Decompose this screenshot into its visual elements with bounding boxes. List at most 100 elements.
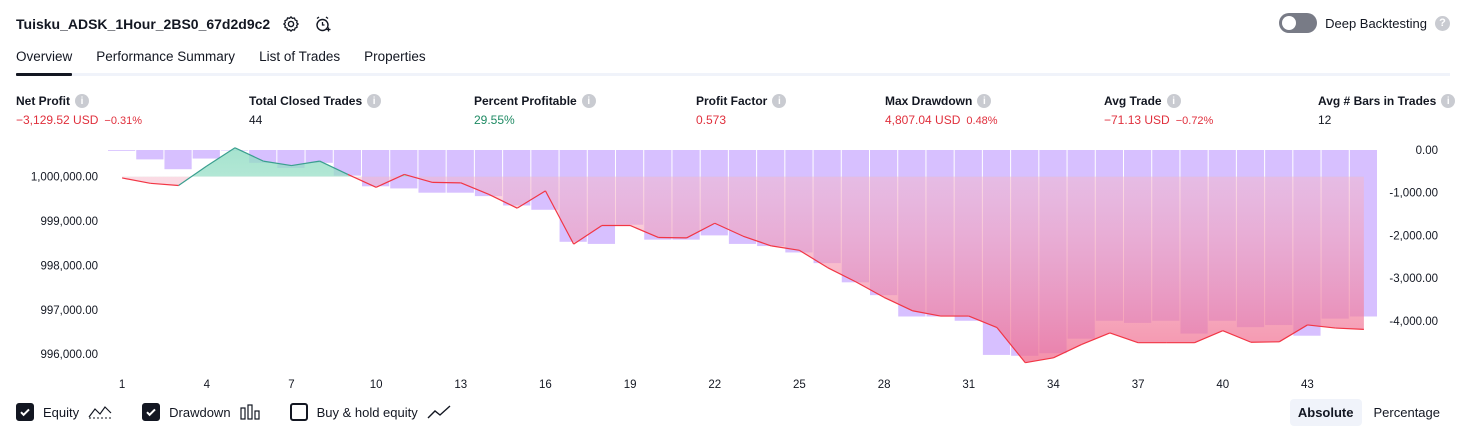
metric-label: Max Drawdown (885, 94, 973, 108)
x-axis: 1 4 7 10 13 16 19 22 25 28 31 34 37 40 43 (119, 379, 1314, 391)
equity-line-segment (234, 147, 264, 162)
equity-line-segment (1081, 332, 1111, 346)
x-tick-label: 10 (370, 379, 383, 391)
x-tick-label: 34 (1047, 379, 1060, 391)
equity-line-segment (1307, 324, 1336, 329)
x-tick-label: 22 (708, 379, 721, 391)
drawdown-bar (418, 150, 446, 193)
x-tick-label: 16 (539, 379, 552, 391)
equity-line-segment (319, 160, 349, 175)
deep-backtesting-label: Deep Backtesting (1325, 15, 1427, 31)
x-tick-label: 37 (1132, 379, 1145, 391)
legend-buy-hold[interactable]: Buy & hold equity (289, 403, 451, 421)
equity-line-segment (178, 165, 208, 187)
y-axis-left: 1,000,000.00 999,000.00 998,000.00 997,000.… (31, 172, 98, 362)
legend-equity[interactable]: Equity (16, 403, 112, 421)
equity-series (121, 147, 1364, 364)
equity-profit-area (122, 147, 1364, 177)
gear-icon[interactable] (280, 13, 302, 35)
deep-backtesting: Deep Backtesting ? (1279, 13, 1450, 33)
y-right-tick-label: 0.00 (1416, 145, 1438, 157)
drawdown-checkbox[interactable] (142, 403, 161, 421)
tab-list-of-trades[interactable]: List of Trades (259, 49, 341, 64)
metric-total-closed-trades: Total Closed Trades i 44 (249, 93, 382, 127)
equity-line-segment (883, 296, 913, 312)
y-left-tick-label: 997,000.00 (40, 305, 98, 317)
x-tick-label: 25 (793, 379, 806, 391)
metric-label: Avg # Bars in Trades (1318, 94, 1437, 108)
metric-profit-factor: Profit Factor i 0.573 (696, 93, 787, 127)
equity-line-segment (544, 190, 575, 245)
equity-line-segment (404, 173, 433, 183)
equity-drawdown-chart[interactable]: 1,000,000.00 999,000.00 998,000.00 997,000.… (0, 140, 1466, 395)
tab-properties[interactable]: Properties (364, 49, 426, 64)
equity-line-segment (799, 249, 828, 269)
legend-drawdown[interactable]: Drawdown (142, 403, 260, 421)
equity-line-segment (855, 281, 885, 298)
equity-line-segment (460, 182, 490, 195)
metric-percent-profitable: Percent Profitable i 29.55% (474, 93, 596, 127)
equity-line-icon (88, 404, 112, 420)
info-icon[interactable]: i (1441, 94, 1456, 108)
deep-backtesting-toggle[interactable] (1279, 13, 1318, 33)
equity-checkbox[interactable] (16, 403, 34, 421)
absolute-button[interactable]: Absolute (1289, 399, 1362, 426)
info-icon[interactable]: i (367, 94, 382, 108)
drawdown-bar (164, 150, 192, 170)
metric-label: Total Closed Trades (249, 94, 363, 108)
equity-line-segment (347, 173, 377, 188)
metric-value: −71.13 USD (1104, 113, 1170, 127)
legend-label: Drawdown (169, 404, 231, 420)
equity-line-segment (771, 245, 800, 251)
info-icon[interactable]: i (581, 94, 596, 108)
info-icon[interactable]: i (75, 94, 89, 108)
drawdown-bar (192, 150, 220, 159)
metric-value: −3,129.52 USD (16, 113, 99, 127)
y-axis-right: 0.00 -1,000.00 -2,000.00 -3,000.00 -4,000.00 (1389, 145, 1438, 328)
y-left-tick-label: 1,000,000.00 (31, 172, 98, 184)
x-tick-label: 7 (288, 379, 294, 391)
equity-line-segment (1194, 330, 1224, 344)
y-right-tick-label: -3,000.00 (1389, 273, 1438, 285)
equity-loss-area (122, 176, 1364, 363)
equity-line-segment (1222, 330, 1252, 343)
equity-line-segment (742, 235, 772, 247)
equity-line-segment (996, 327, 1026, 364)
help-icon[interactable]: ? (1435, 15, 1450, 31)
drawdown-bar (277, 150, 305, 168)
drawdown-bar (305, 150, 333, 163)
y-left-tick-label: 998,000.00 (40, 260, 98, 272)
equity-line-segment (968, 315, 998, 329)
x-tick-label: 28 (878, 379, 891, 391)
metric-avg-trade: Avg Trade i −71.13 USD −0.72% (1104, 93, 1213, 127)
metric-max-drawdown: Max Drawdown i 4,807.04 USD 0.48% (885, 93, 998, 127)
info-icon[interactable]: i (977, 94, 992, 108)
percentage-button[interactable]: Percentage (1373, 405, 1441, 420)
equity-line-segment (516, 190, 546, 209)
strategy-header: Tuisku_ADSK_1Hour_2BS0_67d2d9c2 (16, 12, 334, 36)
metric-label: Avg Trade (1104, 94, 1162, 108)
value-mode-switch: Absolute Percentage (1289, 399, 1448, 426)
equity-area (122, 147, 1364, 363)
metric-net-profit: Net Profit i −3,129.52 USD −0.31% (16, 93, 142, 127)
equity-line-segment (629, 224, 659, 239)
info-icon[interactable]: i (772, 94, 787, 108)
x-tick-label: 19 (624, 379, 637, 391)
equity-line-segment (121, 177, 151, 184)
legend-label: Equity (43, 404, 80, 420)
drawdown-bars-icon (239, 404, 260, 420)
x-tick-label: 31 (962, 379, 975, 391)
metric-value: 4,807.04 USD (885, 113, 961, 127)
equity-line-segment (573, 224, 603, 245)
metric-value: 44 (249, 113, 263, 127)
tab-performance-summary[interactable]: Performance Summary (96, 49, 236, 64)
alarm-add-icon[interactable] (312, 13, 334, 35)
equity-line-segment (206, 147, 236, 167)
y-left-tick-label: 996,000.00 (40, 349, 98, 361)
buy-hold-checkbox[interactable] (289, 403, 308, 421)
drawdown-bar (390, 150, 418, 189)
info-icon[interactable]: i (1166, 94, 1181, 108)
tab-overview[interactable]: Overview (16, 46, 73, 76)
y-right-tick-label: -4,000.00 (1389, 316, 1438, 328)
equity-line-segment (1053, 343, 1082, 359)
